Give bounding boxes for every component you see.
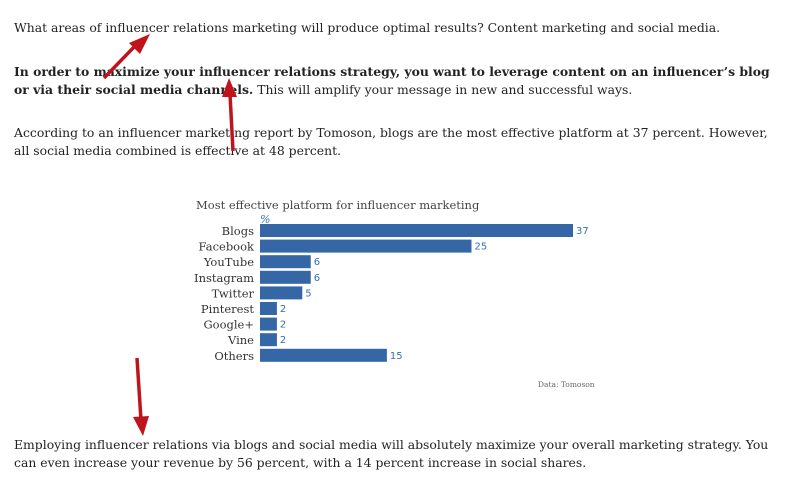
- chart-title: Most effective platform for influencer m…: [196, 198, 480, 212]
- chart-source-label: Data: Tomoson: [538, 380, 595, 389]
- arrow-pointing-down: [133, 357, 149, 436]
- category-label: YouTube: [203, 255, 254, 269]
- strategy-rest-sentence: This will amplify your message in new an…: [253, 82, 633, 97]
- value-label: 2: [280, 320, 286, 331]
- bar: [260, 239, 472, 253]
- value-label: 6: [314, 273, 320, 284]
- bar: [260, 302, 277, 315]
- strategy-bold-sentence: In order to maximize your influencer rel…: [14, 64, 770, 97]
- paragraph-conclusion: Employing influencer relations via blogs…: [14, 437, 769, 470]
- bar: [260, 224, 573, 237]
- category-label: Pinterest: [201, 302, 254, 316]
- category-label: Blogs: [222, 224, 254, 238]
- value-label: 6: [314, 257, 320, 268]
- bar-chart: Most effective platform for influencer m…: [194, 198, 595, 389]
- bar: [260, 286, 303, 300]
- paragraph-strategy: In order to maximize your influencer rel…: [14, 63, 784, 99]
- value-label: 25: [474, 242, 487, 253]
- category-label: Vine: [227, 333, 254, 347]
- bar: [260, 333, 277, 347]
- chart-unit-label: %: [260, 213, 270, 226]
- value-label: 37: [576, 226, 589, 237]
- paragraph-tomoson-report: According to an influencer marketing rep…: [14, 125, 768, 158]
- value-label: 2: [280, 335, 286, 346]
- value-label: 5: [305, 288, 311, 299]
- value-label: 15: [390, 351, 403, 362]
- category-label: Others: [214, 349, 254, 363]
- bar: [260, 270, 311, 284]
- category-label: Google+: [203, 318, 254, 332]
- value-label: 2: [280, 304, 286, 315]
- bar: [260, 255, 311, 269]
- bar: [260, 317, 277, 331]
- bar: [260, 348, 387, 362]
- category-label: Instagram: [194, 271, 254, 285]
- category-label: Twitter: [212, 286, 255, 300]
- chart-image: Most effective platform for influencer m…: [160, 185, 630, 409]
- category-label: Facebook: [199, 240, 256, 254]
- paragraph-intro-question: What areas of influencer relations marke…: [14, 20, 721, 35]
